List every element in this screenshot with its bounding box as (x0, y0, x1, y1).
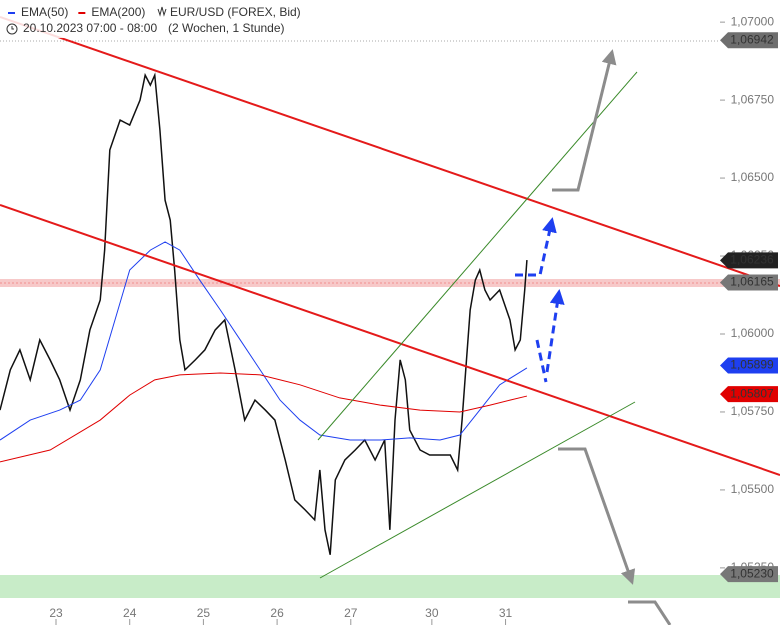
scenario-arrow (545, 289, 565, 373)
legend-label: EMA(50) (21, 5, 68, 19)
series-line (0, 241, 528, 441)
price-badge (720, 357, 778, 374)
support-zone (0, 575, 780, 598)
legend: EUR/USD (FOREX, Bid) 20.10.2023 07:00 - … (0, 0, 305, 38)
x-tick-label: 31 (499, 606, 513, 620)
channel-line (319, 401, 636, 579)
y-tick-label: 1,05500 (731, 482, 775, 496)
series-layer (0, 72, 528, 555)
axes: 1,070001,067501,065001,062501,060001,057… (49, 14, 778, 625)
y-tick-label: 1,05750 (731, 404, 775, 418)
legend-bg (0, 0, 305, 38)
channel-line (317, 71, 638, 441)
price-badge-label: 1,05230 (730, 566, 774, 580)
price-badge-label: 1,06942 (730, 32, 774, 46)
y-tick-label: 1,06000 (731, 326, 775, 340)
x-tick-label: 26 (270, 606, 284, 620)
price-badge (720, 274, 778, 291)
scenario-arrow (552, 49, 617, 192)
scenario-arrow (535, 339, 548, 383)
x-tick-label: 25 (197, 606, 211, 620)
price-badge (720, 252, 778, 269)
series-line (0, 372, 528, 463)
price-badge (720, 32, 778, 49)
scenario-arrow (628, 600, 672, 625)
price-badge-label: 1,05899 (730, 358, 774, 372)
price-badge (720, 566, 778, 583)
x-tick-label: 30 (425, 606, 439, 620)
price-badge-label: 1,05807 (730, 386, 774, 400)
y-tick-label: 1,06500 (731, 170, 775, 184)
price-badge-label: 1,06165 (730, 275, 774, 289)
trend-line (0, 204, 780, 476)
clock-icon (11, 26, 14, 30)
series-line (0, 72, 528, 555)
trend-line (0, 16, 780, 287)
drawings (0, 16, 780, 625)
scenario-arrow (515, 217, 557, 277)
clock-icon (6, 23, 18, 35)
y-tick-label: 1,06750 (731, 92, 775, 106)
scenario-arrow (558, 447, 636, 585)
price-badge-label: 1,06236 (730, 253, 774, 267)
period: 20.10.2023 07:00 - 08:00 (23, 21, 157, 35)
y-tick-label: 1,07000 (731, 14, 775, 28)
x-tick-label: 27 (344, 606, 358, 620)
range-note: (2 Wochen, 1 Stunde) (168, 21, 285, 35)
price-badge (720, 386, 778, 403)
x-tick-label: 24 (123, 606, 137, 620)
instrument: EUR/USD (FOREX, Bid) (170, 5, 301, 19)
symbol-icon (157, 6, 167, 17)
legend-label: EMA(200) (91, 5, 145, 19)
x-tick-label: 23 (49, 606, 63, 620)
